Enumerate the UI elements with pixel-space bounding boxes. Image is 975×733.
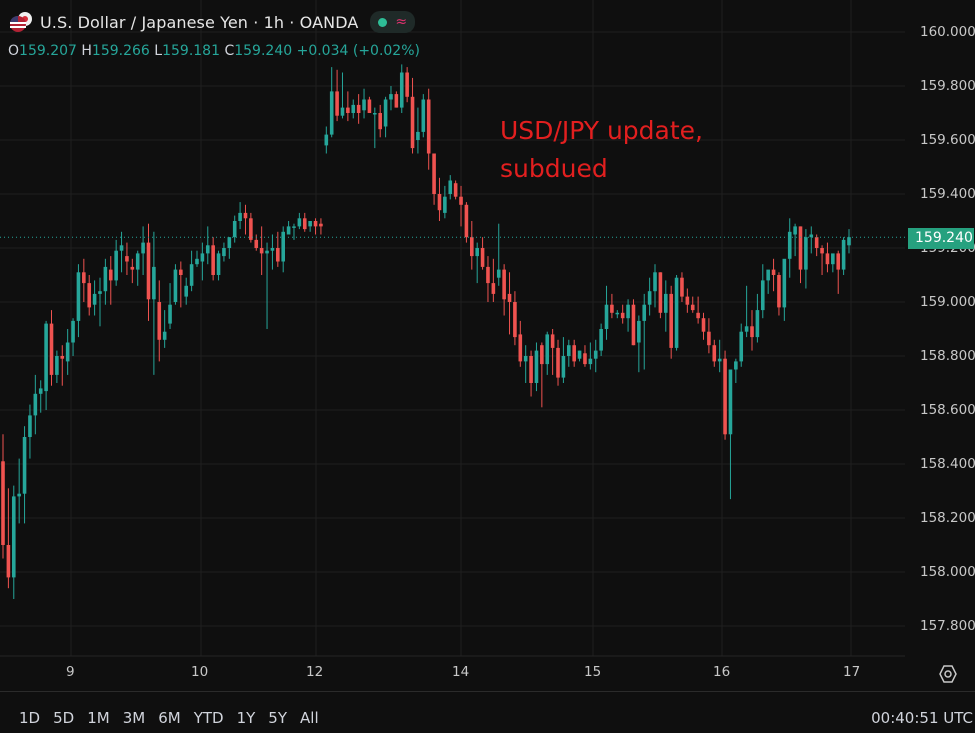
high-value: 159.266 [91, 43, 150, 59]
price-tick: 158.800 [920, 348, 975, 364]
price-tick: 159.600 [920, 132, 975, 148]
time-tick: 9 [66, 664, 75, 680]
low-value: 159.181 [162, 43, 220, 59]
usd-jpy-flag-icon [8, 11, 34, 33]
chart-grid [0, 0, 905, 656]
wave-icon: ≈ [395, 14, 408, 30]
bottom-toolbar: 1D 5D 1M 3M 6M YTD 1Y 5Y All 00:40:51 UT… [0, 691, 975, 733]
range-5d-button[interactable]: 5D [53, 709, 75, 727]
time-tick: 10 [191, 664, 209, 680]
time-tick: 17 [843, 664, 861, 680]
candlestick-chart[interactable] [0, 0, 975, 692]
market-open-dot-icon [378, 17, 388, 27]
price-tick: 158.600 [920, 402, 975, 418]
range-1y-button[interactable]: 1Y [236, 709, 256, 727]
range-6m-button[interactable]: 6M [158, 709, 181, 727]
price-tick: 158.200 [920, 510, 975, 526]
range-1m-button[interactable]: 1M [87, 709, 110, 727]
high-label: H [81, 43, 92, 59]
low-label: L [154, 43, 163, 59]
price-tick: 158.400 [920, 456, 975, 472]
range-selector: 1D 5D 1M 3M 6M YTD 1Y 5Y All [19, 709, 319, 727]
candles [1, 64, 851, 599]
range-1d-button[interactable]: 1D [19, 709, 41, 727]
open-label: O [8, 43, 20, 59]
annotation-line-2: subdued [500, 154, 608, 183]
price-tick: 158.000 [920, 564, 975, 580]
range-all-button[interactable]: All [300, 709, 319, 727]
range-ytd-button[interactable]: YTD [193, 709, 224, 727]
price-tick: 159.000 [920, 294, 975, 310]
utc-clock[interactable]: 00:40:51 UTC [871, 709, 973, 727]
price-tick: 157.800 [920, 618, 975, 634]
time-tick: 12 [306, 664, 324, 680]
symbol-title[interactable]: U.S. Dollar / Japanese Yen · 1h · OANDA [40, 12, 359, 32]
last-price-badge: 159.240 [908, 228, 974, 249]
range-3m-button[interactable]: 3M [122, 709, 146, 727]
chart-legend: U.S. Dollar / Japanese Yen · 1h · OANDA … [8, 11, 416, 33]
close-value: 159.240 [234, 43, 293, 59]
time-tick: 14 [452, 664, 470, 680]
time-tick: 16 [713, 664, 731, 680]
annotation-line-1: USD/JPY update, [500, 116, 703, 145]
status-pill[interactable]: ≈ [370, 11, 416, 33]
chart-annotation[interactable]: USD/JPY update, subdued [500, 112, 703, 188]
price-tick: 159.400 [920, 186, 975, 202]
ohlc-values: O159.207 H159.266 L159.181 C159.240 +0.0… [8, 43, 420, 59]
price-tick: 159.800 [920, 78, 975, 94]
price-tick: 160.000 [920, 24, 975, 40]
close-label: C [224, 43, 235, 59]
open-value: 159.207 [19, 43, 77, 59]
range-5y-button[interactable]: 5Y [268, 709, 288, 727]
chart-settings-button[interactable] [938, 664, 958, 684]
time-tick: 15 [584, 664, 602, 680]
settings-gear-icon [939, 665, 957, 683]
change-value: +0.034 (+0.02%) [296, 43, 420, 59]
